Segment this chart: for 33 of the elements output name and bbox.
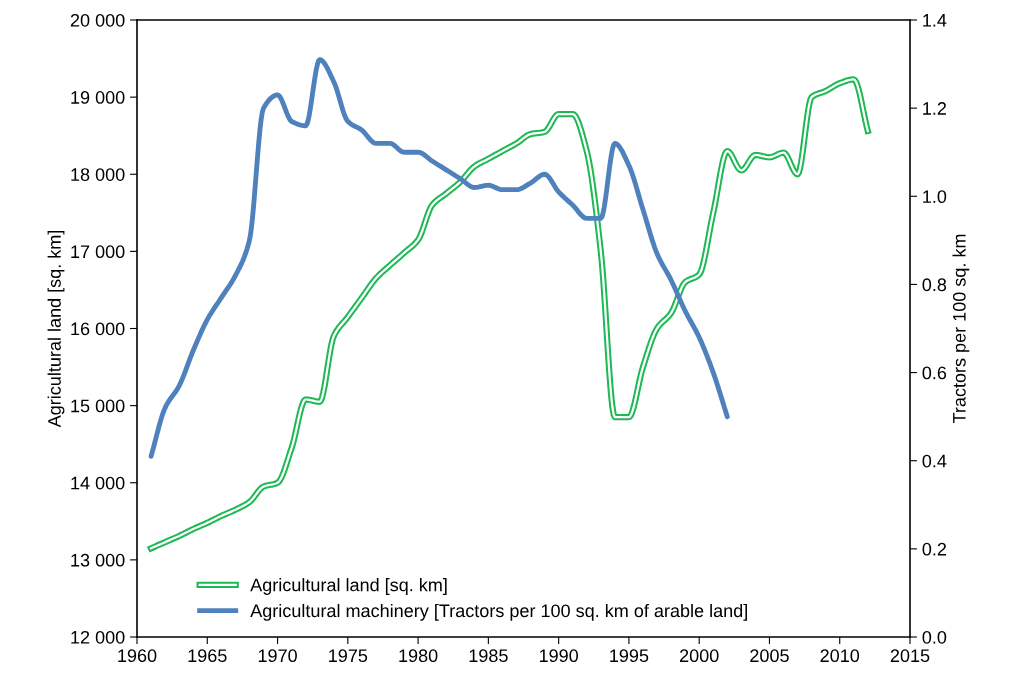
y2-tick-label: 1.4: [923, 14, 947, 27]
x-tick-label: 2000: [680, 649, 719, 663]
y-tick-label: 17 000: [71, 245, 125, 259]
x-tick-label: 1985: [469, 649, 508, 663]
y-tick-label: 19 000: [71, 91, 125, 104]
y2-tick-label: 0.8: [922, 278, 947, 292]
x-tick-label: 1970: [258, 649, 297, 663]
y-tick-label: 12 000: [71, 630, 125, 644]
y2-tick-label: 1.2: [923, 102, 946, 115]
x-tick-label: 1960: [118, 649, 157, 663]
y-tick-label: 16 000: [71, 322, 125, 336]
y2-tick-label: 0.4: [922, 454, 947, 468]
y-axis-title: Agricultural land [sq. km]: [47, 230, 65, 428]
y-tick-label: 15 000: [71, 399, 125, 413]
y-tick-label: 14 000: [71, 476, 125, 490]
y-tick-label: 20 000: [70, 13, 125, 27]
x-tick-label: 2005: [750, 649, 789, 663]
x-tick-label: 1965: [188, 649, 227, 663]
x-tick-label: 1995: [610, 649, 649, 663]
y-tick-label: 18 000: [71, 168, 125, 181]
y2-tick-label: 0.2: [922, 542, 946, 556]
x-tick-label: 2015: [890, 649, 930, 663]
x-tick-label: 1990: [539, 649, 579, 663]
y2-tick-label: 1.0: [923, 190, 947, 204]
legend-label: Agricultural land [sq. km]: [250, 578, 447, 595]
x-tick-label: 1975: [329, 649, 368, 663]
y2-tick-label: 0.6: [922, 366, 947, 380]
x-tick-label: 1980: [399, 649, 438, 663]
x-tick-label: 2010: [820, 649, 860, 663]
y2-tick-label: 0.0: [922, 630, 947, 644]
y-tick-label: 13 000: [71, 553, 125, 567]
legend-label: Agricultural machinery [Tractors per 100 sq. km of arable land]: [250, 603, 747, 621]
y2-axis-title: Tractors per 100 sq. km: [952, 234, 970, 424]
